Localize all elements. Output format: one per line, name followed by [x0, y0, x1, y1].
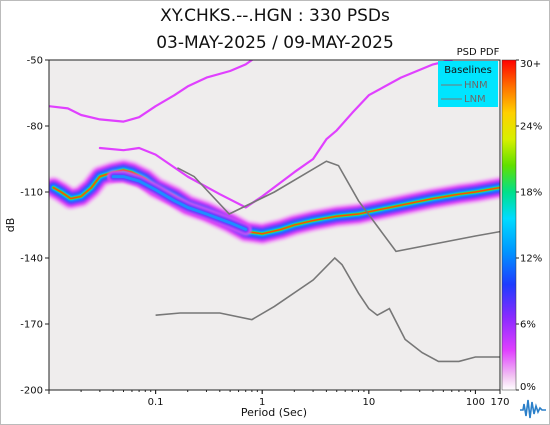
density-band-upper-outlier-0	[49, 60, 253, 123]
chart-subtitle: 03-MAY-2025 / 09-MAY-2025	[156, 33, 394, 53]
density-band-secondary-band-2	[111, 175, 248, 231]
y-tick-label: -80	[27, 122, 43, 133]
x-tick-label: 0.1	[148, 397, 164, 408]
y-tick-label: -110	[20, 188, 43, 199]
legend-label-lnm: LNM	[464, 94, 486, 105]
colorbar-title: PSD PDF	[457, 47, 500, 58]
colorbar-tick-label: 18%	[520, 188, 542, 199]
y-tick-label: -50	[27, 56, 43, 67]
legend-title: Baselines	[444, 65, 492, 76]
x-tick-label: 100	[466, 397, 485, 408]
x-tick-label: 10	[362, 397, 375, 408]
density-layer	[49, 60, 500, 245]
density-band-middle-outlier-0	[98, 60, 453, 209]
colorbar-tick-label: 30+	[520, 59, 541, 70]
chart-title: XY.CHKS.--.HGN : 330 PSDs	[160, 6, 390, 26]
x-axis-label: Period (Sec)	[241, 406, 307, 419]
colorbar-tick-label: 0%	[520, 382, 536, 393]
y-axis-label: dB	[4, 218, 17, 233]
y-tick-label: -140	[20, 254, 43, 265]
colorbar-ticks: 30+ 24% 18% 12% 6% 0%	[516, 59, 542, 393]
baselines-layer	[155, 160, 500, 363]
y-tick-label: -170	[20, 320, 43, 331]
legend-label-hnm: HNM	[464, 80, 488, 91]
y-tick-label: -200	[20, 386, 43, 397]
y-axis: -50 -80 -110 -140 -170 -200	[20, 56, 49, 397]
baseline-lnm	[155, 256, 500, 363]
colorbar-tick-label: 6%	[520, 320, 536, 331]
waveform-logo	[519, 394, 547, 422]
baseline-hnm	[177, 160, 500, 253]
colorbar	[501, 59, 517, 391]
colorbar-tick-label: 12%	[520, 254, 542, 265]
colorbar-tick-label: 24%	[520, 122, 542, 133]
x-axis: 0.1 1 10 100 170	[48, 390, 510, 408]
legend: Baselines HNM LNM	[438, 61, 498, 107]
x-tick-label: 1	[259, 397, 265, 408]
plot-frame	[48, 59, 501, 391]
x-tick-label: 170	[490, 397, 509, 408]
